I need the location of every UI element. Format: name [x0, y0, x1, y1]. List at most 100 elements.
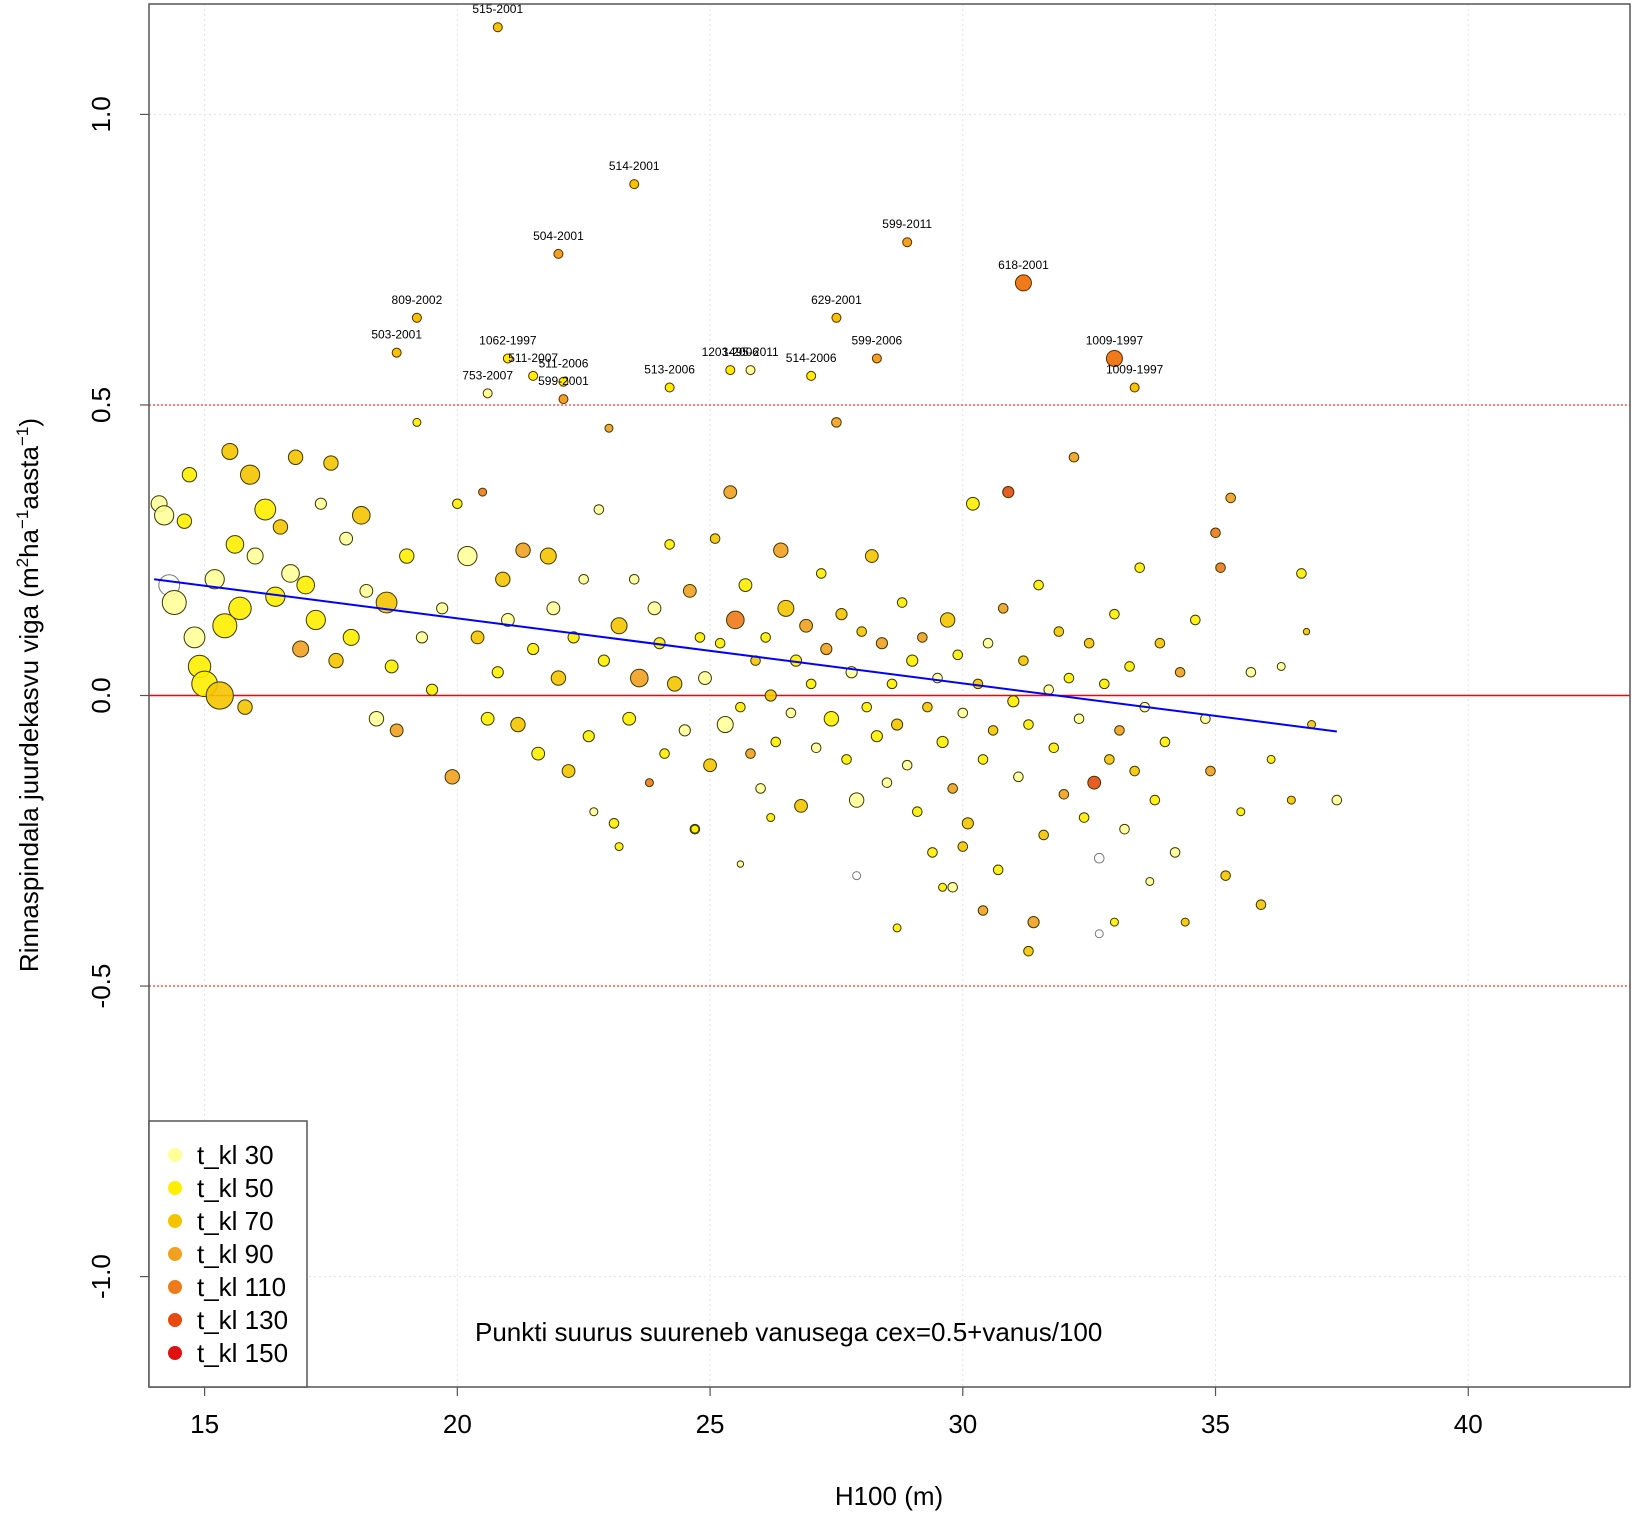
legend-label: t_kl 70 [197, 1206, 274, 1236]
point-label: 809-2002 [392, 293, 443, 307]
data-point [359, 584, 374, 598]
data-point [723, 485, 738, 500]
point-label: 599-2011 [882, 217, 932, 231]
data-point [589, 807, 599, 817]
legend-label: t_kl 110 [197, 1272, 286, 1302]
data-point [1190, 614, 1201, 626]
point-label: 599-2006 [852, 333, 903, 347]
data-point [1205, 765, 1216, 777]
data-point [1124, 661, 1135, 672]
data-point [848, 792, 865, 808]
data-point [961, 817, 974, 830]
data-point [1099, 678, 1110, 690]
data-point [666, 676, 683, 692]
data-point [760, 632, 771, 643]
data-point [1266, 754, 1276, 764]
data-point [1073, 713, 1085, 725]
labeled-data-point [502, 353, 513, 364]
labeled-data-point [492, 22, 503, 33]
data-point [1109, 608, 1120, 620]
data-point [1276, 661, 1286, 671]
axis-ticks: 15 20 25 30 35 40 -1.0 -0.5 0.0 0.5 1.0 [86, 96, 1483, 1439]
data-point [614, 842, 624, 852]
data-point [977, 754, 989, 765]
data-point [709, 533, 721, 544]
data-point [1220, 870, 1231, 881]
point-label: 629-2001 [811, 293, 862, 307]
data-point [785, 707, 797, 719]
data-point [773, 542, 789, 558]
data-point [176, 513, 193, 529]
data-point [296, 575, 315, 595]
data-point [957, 707, 969, 719]
data-point [412, 417, 422, 427]
data-point [698, 671, 712, 685]
point-label: 1062-1997 [479, 333, 537, 347]
data-point [436, 602, 449, 615]
data-point [221, 442, 239, 460]
data-point [610, 617, 628, 635]
data-point [856, 626, 867, 637]
data-point [305, 609, 326, 631]
data-point [764, 689, 777, 702]
legend-marker [168, 1346, 182, 1360]
data-point [901, 759, 913, 771]
data-point [228, 596, 252, 621]
data-point [794, 799, 808, 813]
data-point [1038, 829, 1049, 841]
legend-marker [168, 1181, 182, 1195]
data-point [864, 549, 879, 563]
x-tick-label: 30 [948, 1409, 977, 1439]
data-point [254, 498, 277, 521]
data-point [823, 711, 840, 727]
data-point [561, 764, 576, 778]
data-point [906, 654, 919, 667]
data-point [1129, 765, 1140, 777]
point-label: 514-2006 [786, 351, 837, 365]
data-point [597, 654, 611, 667]
data-point [917, 632, 928, 643]
data-point [204, 569, 225, 590]
data-point [546, 601, 561, 616]
data-point [1013, 771, 1024, 783]
data-point [1210, 527, 1221, 539]
data-point [936, 735, 949, 749]
data-point [237, 699, 253, 715]
point-label: 511-2007 [508, 351, 558, 365]
data-point [815, 568, 827, 579]
legend-marker [168, 1214, 182, 1228]
point-label: 511-2006 [539, 357, 589, 371]
labeled-data-point [558, 376, 569, 387]
legend-label: t_kl 90 [197, 1239, 274, 1269]
point-label: 503-2001 [371, 328, 422, 342]
data-point [1063, 672, 1075, 684]
data-point [480, 711, 495, 726]
labeled-data-point [871, 353, 882, 364]
data-point [351, 506, 371, 525]
data-point [183, 626, 206, 649]
point-label: 1203-2006 [702, 345, 760, 359]
data-point [820, 642, 833, 656]
data-point [1027, 916, 1040, 929]
data-point [927, 847, 938, 858]
data-point [495, 571, 511, 587]
data-point [515, 542, 531, 558]
data-point [1007, 695, 1020, 708]
data-point [1149, 794, 1161, 806]
data-point [766, 813, 776, 823]
data-point [1002, 486, 1015, 499]
data-point [1286, 795, 1296, 805]
point-label: 514-2001 [609, 159, 660, 173]
legend: t_kl 30t_kl 50t_kl 70t_kl 90t_kl 110t_kl… [148, 1120, 308, 1388]
data-point [1296, 568, 1307, 579]
data-point [1087, 775, 1102, 790]
y-tick-label: 0.0 [86, 677, 116, 713]
data-point [947, 783, 958, 794]
x-tick-label: 15 [190, 1409, 219, 1439]
data-point [1053, 626, 1065, 637]
x-tick-label: 25 [696, 1409, 725, 1439]
data-point [992, 864, 1004, 876]
data-points [150, 22, 1343, 957]
data-point [281, 564, 300, 583]
labeled-data-point [902, 237, 913, 248]
